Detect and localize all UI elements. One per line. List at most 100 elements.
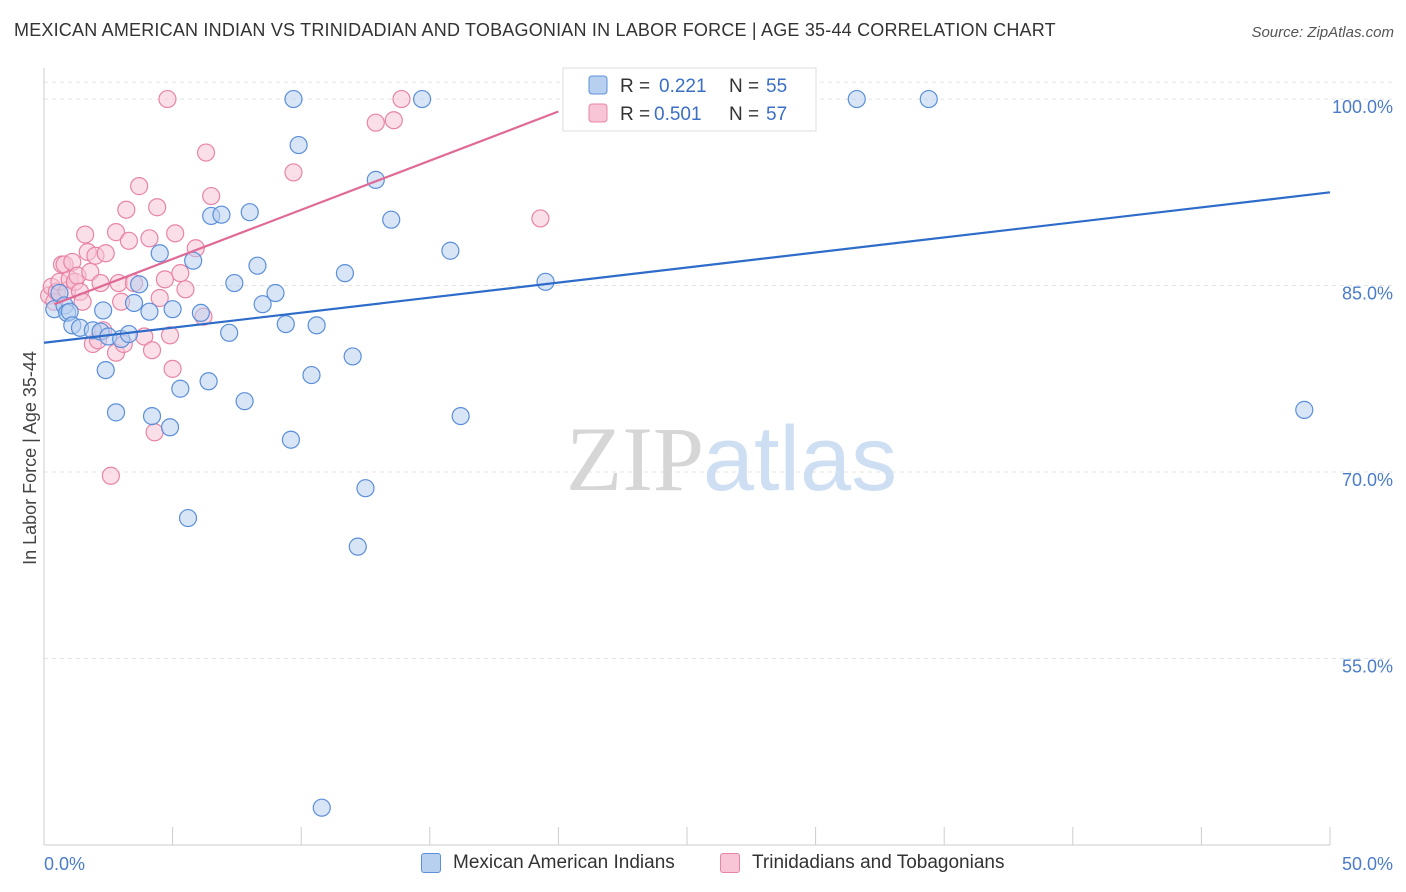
y-axis-label: In Labor Force | Age 35-44 xyxy=(20,351,40,565)
point-blue-41 xyxy=(307,316,326,335)
point-pink-38 xyxy=(150,288,169,308)
point-blue-30 xyxy=(225,273,244,293)
point-blue-24 xyxy=(184,251,203,270)
point-blue-44 xyxy=(343,347,362,366)
point-blue-45 xyxy=(348,537,367,556)
point-blue-22 xyxy=(171,379,190,398)
chart-title: MEXICAN AMERICAN INDIAN VS TRINIDADIAN A… xyxy=(14,20,1056,40)
legend-swatch-pink xyxy=(588,103,608,123)
point-pink-32 xyxy=(130,177,149,196)
legend-r-label-1: R = xyxy=(620,76,650,97)
point-pink-40 xyxy=(160,326,180,345)
legend-r-label-2: R = xyxy=(620,104,650,125)
legend-r-value-2: 0.501 xyxy=(654,104,702,125)
point-blue-37 xyxy=(276,314,295,334)
point-blue-21 xyxy=(163,300,182,319)
point-pink-54 xyxy=(158,89,177,109)
point-blue-15 xyxy=(124,293,144,313)
point-pink-29 xyxy=(117,200,136,219)
legend-label-mexican: Mexican American Indians xyxy=(453,852,675,873)
point-blue-20 xyxy=(160,418,180,437)
point-blue-17 xyxy=(140,302,159,321)
legend-n-value-2: 57 xyxy=(766,104,787,125)
point-pink-30 xyxy=(119,231,138,250)
point-pink-53 xyxy=(531,209,550,228)
point-pink-39 xyxy=(155,270,174,289)
point-pink-44 xyxy=(176,280,195,299)
legend-label-trinidadian: Trinidadians and Tobagonians xyxy=(752,852,1005,873)
legend-n-value-1: 55 xyxy=(766,76,787,97)
x-axis-ticks xyxy=(43,827,1331,845)
point-blue-48 xyxy=(382,210,401,229)
point-blue-16 xyxy=(130,275,149,294)
trend-lines xyxy=(43,110,1331,344)
point-pink-16 xyxy=(81,262,100,281)
point-pink-34 xyxy=(140,229,159,248)
legend-box: R = 0.221 N = 55 R = 0.501 N = 57 xyxy=(562,67,817,132)
y-tick-label-3: 100.0% xyxy=(1332,97,1393,117)
point-pink-35 xyxy=(142,341,162,360)
point-pink-47 xyxy=(196,143,216,162)
point-blue-10 xyxy=(94,301,113,320)
watermark-atlas: atlas xyxy=(703,408,897,510)
bottom-legend-item-trinidadian: Trinidadians and Tobagonians xyxy=(720,852,1004,874)
series-mexican-points xyxy=(45,89,1314,817)
bottom-legend-item-mexican: Mexican American Indians xyxy=(421,852,675,874)
y-tick-label-1: 70.0% xyxy=(1342,470,1393,490)
legend-swatch-mexican xyxy=(421,853,441,873)
point-blue-51 xyxy=(451,406,470,426)
point-blue-35 xyxy=(266,283,285,303)
point-blue-43 xyxy=(335,264,355,283)
legend-swatch-trinidadian xyxy=(720,853,740,873)
trend-line-blue xyxy=(43,191,1331,344)
point-blue-18 xyxy=(142,406,162,426)
point-blue-49 xyxy=(412,89,432,109)
point-blue-52 xyxy=(536,272,555,291)
point-blue-32 xyxy=(240,203,259,222)
point-blue-19 xyxy=(150,244,169,263)
point-pink-42 xyxy=(166,224,185,243)
point-pink-51 xyxy=(384,111,403,130)
point-blue-47 xyxy=(366,170,385,189)
x-tick-label-min: 0.0% xyxy=(44,854,85,874)
point-pink-43 xyxy=(171,264,190,283)
y-tick-label-2: 85.0% xyxy=(1342,284,1393,304)
point-blue-56 xyxy=(1295,400,1314,419)
point-pink-25 xyxy=(106,223,126,242)
point-blue-29 xyxy=(220,323,239,342)
point-pink-23 xyxy=(101,466,120,485)
point-pink-49 xyxy=(284,163,303,182)
legend-n-label-1: N = xyxy=(729,76,759,97)
point-pink-52 xyxy=(392,89,411,109)
point-blue-38 xyxy=(284,89,303,109)
y-tick-labels: 55.0% 70.0% 85.0% 100.0% xyxy=(1332,97,1393,676)
point-pink-22 xyxy=(96,244,115,263)
point-blue-33 xyxy=(248,256,267,275)
grid-lines xyxy=(44,81,1395,660)
legend-swatch-blue xyxy=(588,75,608,95)
point-blue-11 xyxy=(96,360,115,380)
point-blue-54 xyxy=(847,89,866,109)
point-blue-34 xyxy=(253,295,272,314)
y-tick-label-0: 55.0% xyxy=(1342,657,1393,677)
legend-n-label-2: N = xyxy=(729,104,759,125)
point-blue-50 xyxy=(441,241,460,260)
point-blue-25 xyxy=(191,303,210,323)
bottom-legend: Mexican American Indians Trinidadians an… xyxy=(0,852,1406,878)
watermark-zip: ZIP xyxy=(566,408,704,510)
point-blue-26 xyxy=(199,372,218,391)
point-blue-40 xyxy=(302,365,321,385)
x-tick-label-max: 50.0% xyxy=(1342,854,1393,874)
point-pink-36 xyxy=(145,423,164,442)
watermark: ZIP atlas xyxy=(566,408,897,510)
chart-source: Source: ZipAtlas.com xyxy=(1251,24,1394,41)
point-blue-36 xyxy=(281,430,301,449)
point-blue-31 xyxy=(235,392,254,411)
point-pink-50 xyxy=(366,113,385,132)
point-blue-28 xyxy=(212,205,231,224)
point-pink-37 xyxy=(148,198,167,217)
point-pink-14 xyxy=(76,225,95,244)
point-blue-42 xyxy=(312,798,331,817)
legend-r-value-1: 0.221 xyxy=(659,76,707,97)
